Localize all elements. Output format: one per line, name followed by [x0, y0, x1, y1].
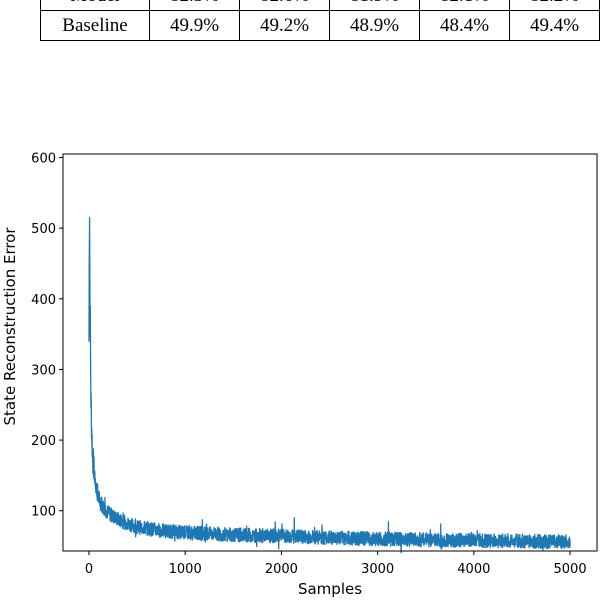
- table-cell: 49.2%: [239, 10, 330, 41]
- x-tick-label: 1000: [169, 562, 202, 577]
- x-tick-label: 0: [85, 562, 93, 577]
- table-row: Baseline 49.9% 49.2% 48.9% 48.4% 49.4%: [40, 10, 600, 41]
- y-tick-label: 100: [31, 505, 56, 520]
- plot-frame: [62, 153, 598, 552]
- table-cell: 49.9%: [149, 10, 240, 41]
- results-table: Model82.3%82.6%81.9%82.1%82.2%Baseline49…: [40, 0, 600, 41]
- y-tick-label: 600: [31, 152, 56, 167]
- row-label: Baseline: [40, 10, 150, 41]
- x-tick-label: 3000: [361, 562, 394, 577]
- series-line: [88, 216, 571, 554]
- x-tick-label: 5000: [554, 562, 587, 577]
- y-tick-label: 200: [31, 434, 56, 449]
- y-axis-label: State Reconstruction Error: [1, 227, 19, 426]
- y-tick-label: 300: [31, 363, 56, 378]
- table-cell: 48.9%: [329, 10, 420, 41]
- table-cell: 49.4%: [509, 10, 600, 41]
- y-tick-label: 400: [31, 293, 56, 308]
- x-tick-label: 2000: [265, 562, 298, 577]
- y-tick-label: 500: [31, 222, 56, 237]
- x-tick-label: 4000: [457, 562, 490, 577]
- x-axis-label: Samples: [298, 580, 362, 598]
- table-cell: 48.4%: [419, 10, 510, 41]
